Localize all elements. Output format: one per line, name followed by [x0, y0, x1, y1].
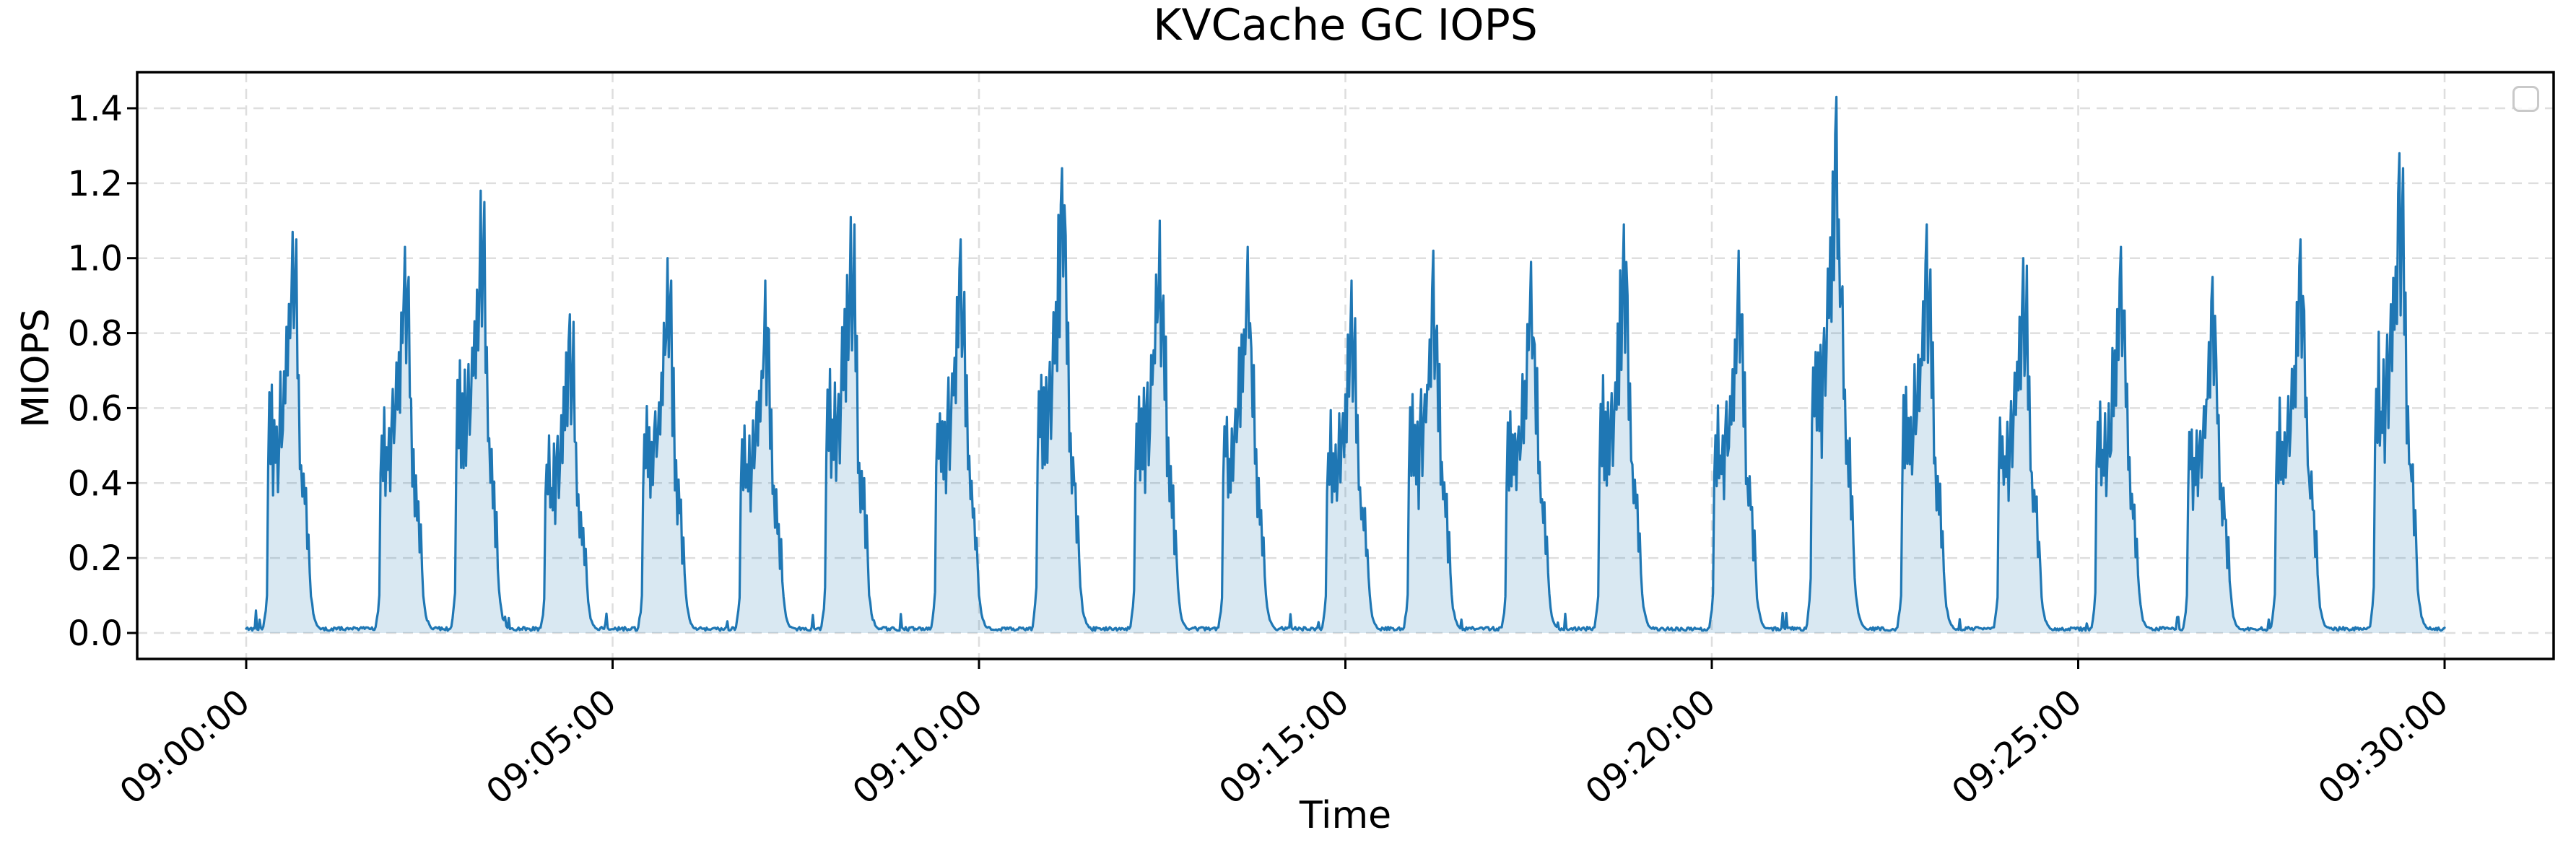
x-tick-label: 09:30:00 — [2311, 681, 2456, 812]
x-tick-label: 09:10:00 — [845, 681, 991, 812]
x-tick-label: 09:15:00 — [1211, 681, 1357, 812]
x-tick-label: 09:00:00 — [113, 681, 258, 812]
y-tick-label: 1.4 — [68, 89, 123, 129]
y-tick-label: 1.2 — [68, 164, 123, 204]
y-tick-label: 0.0 — [68, 613, 123, 654]
y-tick-label: 1.0 — [68, 239, 123, 279]
y-tick-label: 0.8 — [68, 314, 123, 354]
x-tick-label: 09:20:00 — [1578, 681, 1723, 812]
y-tick-label: 0.4 — [68, 463, 123, 504]
x-tick-label: 09:25:00 — [1944, 681, 2089, 812]
x-tick-label: 09:05:00 — [479, 681, 624, 812]
x-axis-label: Time — [1299, 794, 1392, 837]
legend-box — [2512, 86, 2539, 112]
y-tick-label: 0.2 — [68, 538, 123, 579]
chart-title: KVCache GC IOPS — [1153, 0, 1538, 51]
y-tick-label: 0.6 — [68, 388, 123, 429]
series-line — [245, 95, 2446, 632]
area-fill — [246, 97, 2445, 633]
